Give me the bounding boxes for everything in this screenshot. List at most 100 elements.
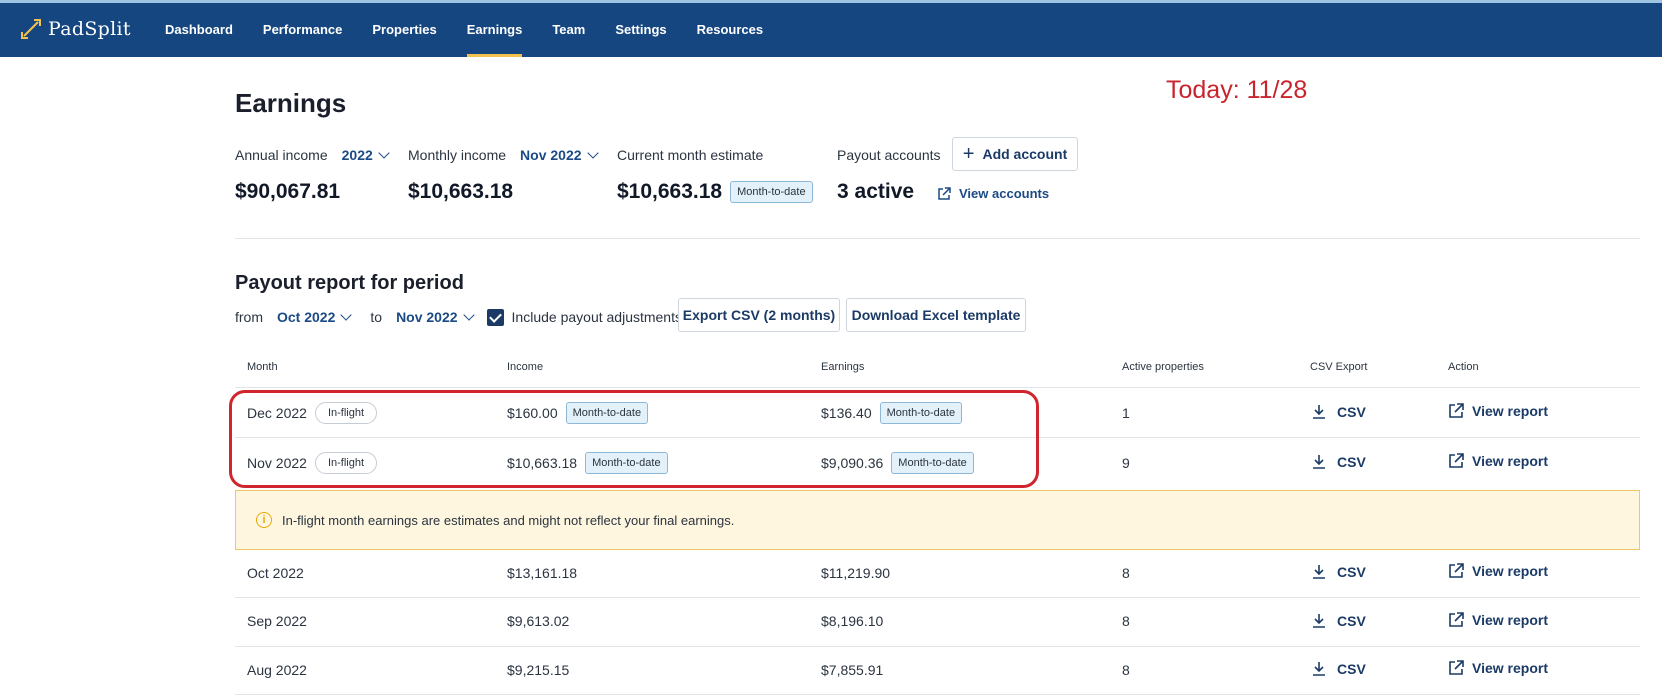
row-divider: [235, 597, 1640, 598]
add-account-button[interactable]: + Add account: [952, 137, 1078, 171]
csv-export-link[interactable]: CSV: [1311, 449, 1366, 475]
month-to-date-badge: Month-to-date: [565, 402, 649, 424]
from-month-value: Oct 2022: [277, 309, 336, 325]
padsplit-logo[interactable]: PadSplit: [20, 17, 131, 41]
payout-report-title: Payout report for period: [235, 272, 464, 294]
view-report-link[interactable]: View report: [1448, 558, 1548, 584]
row-earnings: $8,196.10: [821, 613, 884, 629]
view-report-label: View report: [1472, 612, 1548, 628]
csv-label: CSV: [1337, 564, 1366, 580]
external-link-icon: [938, 186, 951, 200]
info-icon: i: [256, 512, 272, 528]
nav-item-settings[interactable]: Settings: [615, 22, 667, 37]
row-active-properties: 9: [1122, 455, 1130, 471]
row-active-properties: 8: [1122, 565, 1130, 581]
monthly-income-stat: Monthly income Nov 2022 $10,663.18: [408, 144, 599, 204]
column-header-csv-export: CSV Export: [1310, 361, 1368, 373]
view-report-label: View report: [1472, 403, 1548, 419]
to-month-select[interactable]: Nov 2022: [396, 308, 475, 325]
in-flight-pill: In-flight: [314, 452, 378, 474]
row-month: Aug 2022: [247, 662, 307, 678]
column-header-income: Income: [507, 361, 544, 373]
view-report-link[interactable]: View report: [1448, 655, 1548, 681]
nav-item-dashboard[interactable]: Dashboard: [165, 22, 233, 37]
annual-income-value: $90,067.81: [235, 180, 341, 203]
annual-year-value: 2022: [341, 147, 373, 163]
download-excel-template-button[interactable]: Download Excel template: [846, 298, 1026, 332]
external-link-icon: [1449, 612, 1464, 627]
row-divider: [235, 694, 1640, 695]
chevron-down-icon: [462, 308, 475, 321]
column-header-earnings: Earnings: [821, 361, 865, 373]
nav-items: Dashboard Performance Properties Earning…: [150, 3, 778, 57]
view-report-link[interactable]: View report: [1448, 448, 1548, 474]
include-adjustments-checkbox[interactable]: [486, 308, 504, 326]
row-earnings: $136.40: [821, 405, 872, 421]
view-report-label: View report: [1472, 660, 1548, 676]
padsplit-logo-icon: [21, 19, 41, 39]
nav-item-resources[interactable]: Resources: [696, 22, 764, 37]
to-label: to: [370, 309, 383, 325]
monthly-month-value: Nov 2022: [520, 147, 582, 163]
monthly-month-select[interactable]: Nov 2022: [520, 146, 599, 163]
csv-label: CSV: [1337, 404, 1366, 420]
csv-export-link[interactable]: CSV: [1311, 608, 1366, 634]
column-header-month: Month: [247, 361, 278, 373]
row-month: Dec 2022: [247, 405, 307, 421]
csv-export-link[interactable]: CSV: [1311, 559, 1366, 585]
top-nav: PadSplit Dashboard Performance Propertie…: [0, 0, 1662, 57]
nav-item-team[interactable]: Team: [552, 22, 586, 37]
brand-name: PadSplit: [48, 18, 131, 40]
payout-accounts-value: 3 active: [837, 180, 915, 203]
include-adjustments-label[interactable]: Include payout adjustments: [511, 309, 682, 325]
row-active-properties: 1: [1122, 405, 1130, 421]
current-month-value: $10,663.18: [617, 180, 723, 203]
csv-label: CSV: [1337, 661, 1366, 677]
page-title: Earnings: [235, 88, 347, 118]
highlight-annotation: [229, 390, 1039, 488]
export-csv-button[interactable]: Export CSV (2 months): [678, 298, 840, 332]
chevron-down-icon: [586, 146, 599, 159]
chevron-down-icon: [340, 308, 353, 321]
payout-accounts-stat: Payout accounts 3 active: [837, 144, 941, 204]
annual-income-stat: Annual income 2022 $90,067.81: [235, 144, 390, 204]
from-label: from: [235, 309, 263, 325]
current-month-stat: Current month estimate $10,663.18 Month-…: [617, 144, 813, 204]
row-divider: [235, 646, 1640, 647]
row-divider: [235, 387, 1640, 388]
view-report-label: View report: [1472, 453, 1548, 469]
row-active-properties: 8: [1122, 662, 1130, 678]
csv-export-link[interactable]: CSV: [1311, 399, 1366, 425]
download-icon: [1313, 614, 1325, 628]
row-active-properties: 8: [1122, 613, 1130, 629]
external-link-icon: [1449, 660, 1464, 675]
view-report-label: View report: [1472, 563, 1548, 579]
csv-export-link[interactable]: CSV: [1311, 656, 1366, 682]
row-month: Sep 2022: [247, 613, 307, 629]
in-flight-notice-text: In-flight month earnings are estimates a…: [282, 512, 735, 528]
from-month-select[interactable]: Oct 2022: [277, 308, 353, 325]
view-accounts-link[interactable]: View accounts: [937, 186, 1049, 201]
view-accounts-label: View accounts: [959, 186, 1050, 201]
download-icon: [1313, 565, 1325, 579]
row-income: $9,215.15: [507, 662, 570, 678]
report-filters: from Oct 2022 to Nov 2022 Include payout…: [235, 305, 682, 329]
download-icon: [1313, 662, 1325, 676]
row-income: $10,663.18: [507, 455, 578, 471]
view-report-link[interactable]: View report: [1448, 398, 1548, 424]
download-icon: [1313, 405, 1325, 419]
nav-item-earnings[interactable]: Earnings: [452, 3, 538, 57]
nav-item-performance[interactable]: Performance: [262, 22, 343, 37]
nav-item-properties[interactable]: Properties: [372, 22, 437, 37]
chevron-down-icon: [378, 146, 390, 159]
column-header-active-properties: Active properties: [1122, 361, 1204, 373]
view-report-link[interactable]: View report: [1448, 607, 1548, 633]
month-to-date-badge: Month-to-date: [730, 181, 813, 203]
row-month: Nov 2022: [247, 455, 307, 471]
row-income: $13,161.18: [507, 565, 578, 581]
annual-year-select[interactable]: 2022: [341, 146, 390, 163]
column-header-action: Action: [1448, 361, 1479, 373]
csv-label: CSV: [1337, 613, 1366, 629]
monthly-income-label: Monthly income: [408, 147, 507, 163]
row-income: $9,613.02: [507, 613, 570, 629]
